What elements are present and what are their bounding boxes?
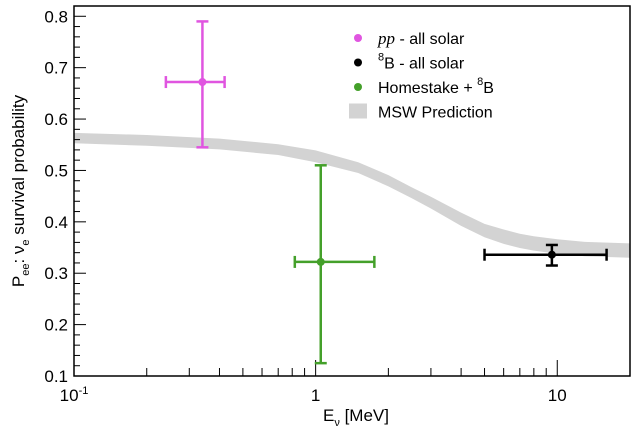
y-tick-label: 0.2 [44,316,68,335]
legend-label: pp - all solar [377,29,465,48]
plot-frame [73,5,631,377]
data-marker [547,250,556,259]
data-point-2 [293,164,376,365]
y-axis-title: Pee: νe survival probability [9,94,32,287]
legend-swatch [349,103,367,119]
y-tick-label: 0.8 [44,7,68,26]
legend: pp - all solar 8B - all solar Homestake + … [349,29,494,122]
y-tick-label: 0.5 [44,161,68,180]
msw-prediction-band-layer [74,132,630,258]
legend-label: MSW Prediction [378,105,493,122]
data-point-0 [164,20,226,149]
legend-entry-3: MSW Prediction [349,103,493,122]
y-tick-label: 0.6 [44,110,68,129]
y-tick-label: 0.3 [44,264,68,283]
legend-entry-1: 8B - all solar [354,52,465,73]
y-tick-label: 0.4 [44,213,68,232]
data-marker [198,78,207,87]
legend-marker [354,58,362,67]
data-marker [316,257,325,266]
x-axis-title: Eν [MeV] [323,406,389,429]
legend-marker [354,83,362,91]
data-points [164,20,608,365]
y-tick-label: 0.1 [44,367,68,386]
legend-entry-2: Homestake + 8B [354,76,494,97]
data-point-1 [483,243,608,267]
x-tick-label: 1 [311,386,320,405]
legend-entry-0: pp - all solar [354,29,465,48]
msw-prediction-band [74,132,630,258]
legend-label: Homestake + 8B [378,76,494,97]
x-tick-label: 10 [548,386,567,405]
legend-marker [354,34,362,42]
tick-labels: 0.1 0.2 0.3 0.4 0.5 0.6 0.7 0.8 10-1 1 10 [44,7,566,405]
axis-ticks [73,5,631,377]
axis-titles: Eν [MeV] Pee: νe survival probability [9,94,389,429]
legend-label: 8B - all solar [378,52,465,73]
x-tick-label: 10-1 [60,385,89,405]
y-tick-label: 0.7 [44,59,68,78]
